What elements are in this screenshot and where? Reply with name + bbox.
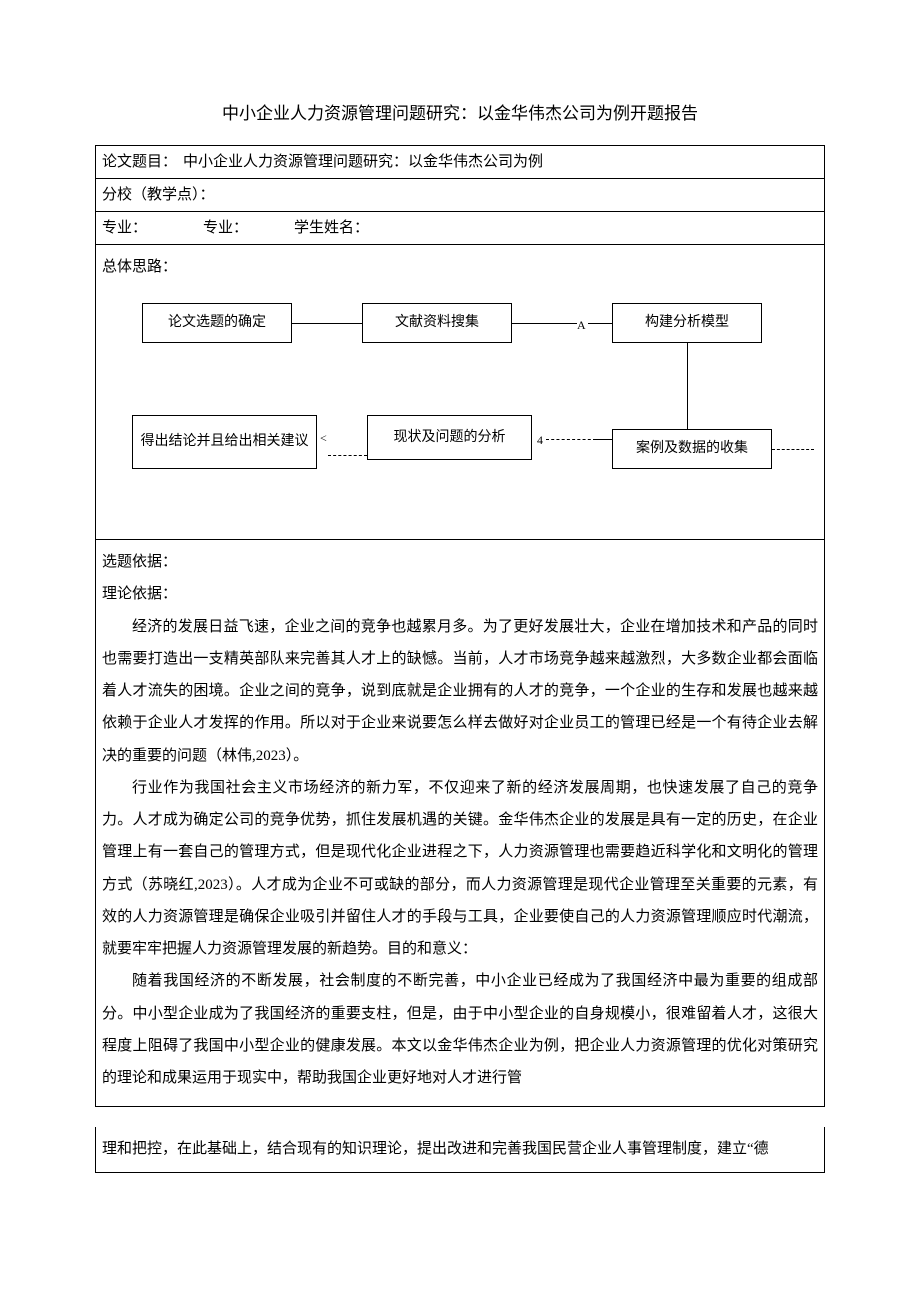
- content-body: 选题依据： 理论依据： 经济的发展日益飞速，企业之间的竞争也越累月多。为了更好发…: [96, 540, 824, 1106]
- purpose-head: 目的和意义：: [387, 940, 477, 957]
- row-thesis: 论文题目： 中小企业人力资源管理问题研究：以金华伟杰公司为例: [96, 146, 824, 179]
- paragraph-4: 理和把控，在此基础上，结合现有的知识理论，提出改进和完善我国民营企业人事管理制度…: [102, 1133, 818, 1165]
- overall-label: 总体思路：: [102, 255, 818, 285]
- flow-line: [512, 323, 577, 324]
- flow-line: [687, 343, 688, 429]
- flow-dashline: [772, 449, 814, 450]
- selection-basis-head: 选题依据：: [102, 546, 818, 578]
- paragraph-2-text: 行业作为我国社会主义市场经济的新力军，不仅迎来了新的经济发展周期，也快速发展了自…: [102, 780, 818, 957]
- thesis-label: 论文题目：: [102, 150, 177, 174]
- school-label: 分校（教学点）：: [102, 183, 215, 207]
- row-overall: 总体思路： 论文选题的确定 文献资料搜集 构建分析模型 A 得出结论并且给出相关…: [96, 245, 824, 540]
- flow-char-a: A: [577, 316, 586, 335]
- flow-box-analysis: 现状及问题的分析: [367, 415, 532, 460]
- flow-box-topic: 论文选题的确定: [142, 303, 292, 343]
- flow-box-model: 构建分析模型: [612, 303, 762, 343]
- form-table: 论文题目： 中小企业人力资源管理问题研究：以金华伟杰公司为例 分校（教学点）： …: [95, 145, 825, 1107]
- flow-dashline: [546, 439, 596, 440]
- thesis-value: 中小企业人力资源管理问题研究：以金华伟杰公司为例: [183, 150, 543, 174]
- flow-line: [588, 323, 612, 324]
- paragraph-2: 行业作为我国社会主义市场经济的新力军，不仅迎来了新的经济发展周期，也快速发展了自…: [102, 772, 818, 966]
- flowchart: 论文选题的确定 文献资料搜集 构建分析模型 A 得出结论并且给出相关建议 现状及…: [102, 285, 818, 515]
- flow-line: [596, 439, 612, 440]
- student-label: 学生姓名：: [294, 216, 369, 240]
- row-major: 专业： 专业： 学生姓名：: [96, 212, 824, 245]
- doc-title: 中小企业人力资源管理问题研究：以金华伟杰公司为例开题报告: [95, 100, 825, 127]
- flow-dashline: [328, 455, 367, 456]
- row-school: 分校（教学点）：: [96, 179, 824, 212]
- major-label-1: 专业：: [102, 216, 147, 240]
- paragraph-3: 随着我国经济的不断发展，社会制度的不断完善，中小企业已经成为了我国经济中最为重要…: [102, 965, 818, 1094]
- flow-box-literature: 文献资料搜集: [362, 303, 512, 343]
- flow-char-4: 4: [537, 431, 543, 450]
- theory-basis-head: 理论依据：: [102, 578, 818, 610]
- paragraph-1: 经济的发展日益飞速，企业之间的竞争也越累月多。为了更好发展壮大，企业在增加技术和…: [102, 611, 818, 772]
- flow-line: [292, 323, 362, 324]
- continuation-box: 理和把控，在此基础上，结合现有的知识理论，提出改进和完善我国民营企业人事管理制度…: [95, 1127, 825, 1172]
- major-label-2: 专业：: [203, 216, 248, 240]
- flow-char-lt: <: [320, 429, 327, 448]
- flow-box-conclusion: 得出结论并且给出相关建议: [132, 415, 317, 469]
- flow-box-collect: 案例及数据的收集: [612, 429, 772, 469]
